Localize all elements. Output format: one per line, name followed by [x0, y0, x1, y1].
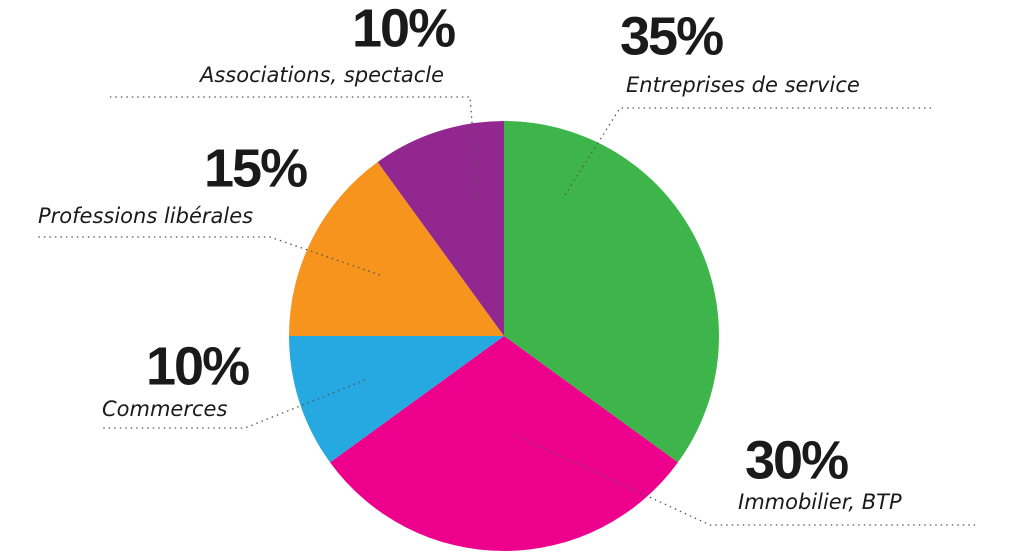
category-label: Commerces: [102, 397, 227, 421]
leader-line: [514, 434, 975, 526]
category-label: Immobilier, BTP: [738, 490, 902, 514]
pie-slice: [289, 162, 504, 336]
value-label: 10%: [146, 336, 249, 396]
category-label: Associations, spectacle: [198, 63, 444, 87]
leader-line: [38, 236, 381, 276]
leader-line: [564, 107, 935, 196]
value-label: 35%: [620, 6, 723, 66]
value-label: 10%: [352, 0, 455, 58]
leader-line: [110, 96, 479, 201]
pie-slice: [330, 336, 678, 551]
pie-slice: [289, 336, 504, 463]
value-label: 15%: [204, 138, 307, 198]
pie-slice: [377, 121, 504, 336]
category-label: Entreprises de service: [626, 73, 860, 97]
category-label: Professions libérales: [38, 204, 253, 228]
leader-line: [100, 379, 366, 429]
value-label: 30%: [745, 430, 848, 490]
pie-slice: [504, 121, 719, 463]
